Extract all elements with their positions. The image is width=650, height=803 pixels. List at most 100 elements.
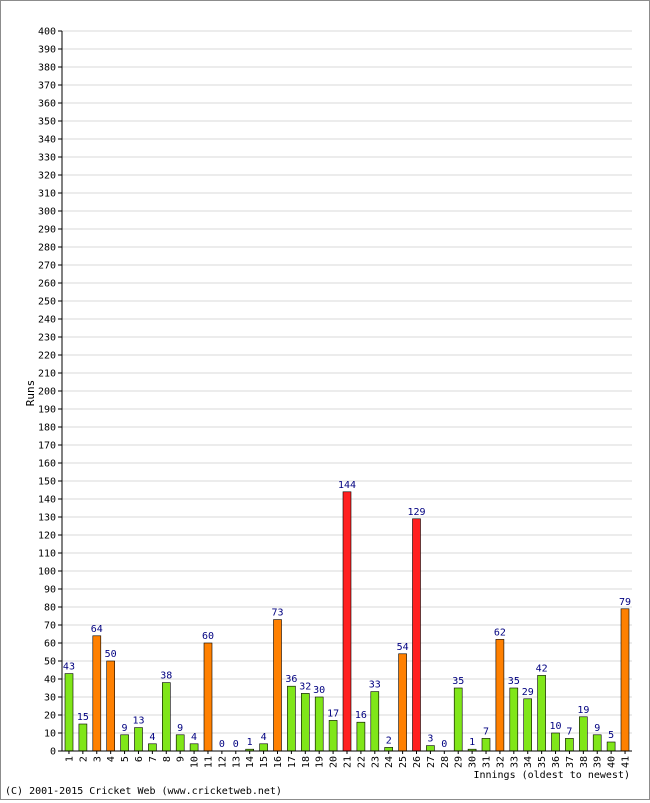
bar	[134, 727, 143, 752]
x-tick-label: 16	[273, 756, 284, 768]
data-label: 64	[91, 624, 103, 635]
data-label: 17	[327, 708, 339, 719]
copyright-text: (C) 2001-2015 Cricket Web (www.cricketwe…	[5, 786, 282, 797]
data-label: 9	[122, 723, 128, 734]
x-tick-label: 24	[384, 756, 395, 768]
bar	[328, 720, 338, 752]
y-tick-label: 390	[38, 45, 56, 56]
bar	[592, 734, 602, 752]
x-tick-label: 4	[106, 756, 117, 762]
y-tick-label: 10	[44, 729, 56, 740]
bar	[606, 741, 616, 752]
bar	[412, 518, 421, 752]
bar	[620, 608, 630, 752]
data-label: 33	[369, 680, 381, 691]
bar	[481, 738, 491, 752]
x-tick-label: 13	[231, 756, 242, 768]
y-tick-label: 350	[38, 117, 56, 128]
x-tick-label: 7	[148, 756, 159, 762]
x-tick-label: 19	[315, 756, 326, 768]
y-tick-label: 40	[44, 675, 56, 686]
data-label: 2	[386, 735, 392, 746]
data-label: 0	[219, 739, 225, 750]
data-label: 79	[619, 597, 631, 608]
axes	[61, 31, 632, 752]
bar	[64, 673, 74, 752]
bar	[120, 734, 129, 752]
x-tick-label: 41	[621, 756, 632, 768]
bar	[273, 619, 282, 752]
data-label: 60	[202, 631, 214, 642]
y-axis-ticks: 0 10 20 30 40 50 60 70 80 90 100 110 120 130 140 150 160…	[38, 27, 62, 758]
data-label: 3	[427, 734, 433, 745]
x-tick-label: 6	[134, 756, 145, 762]
bar	[565, 738, 574, 752]
data-label: 30	[313, 685, 325, 696]
bar	[551, 732, 560, 752]
y-tick-label: 160	[38, 459, 56, 470]
x-tick-label: 18	[301, 756, 312, 768]
bar	[523, 698, 533, 752]
bars	[64, 491, 630, 752]
data-label: 0	[441, 739, 447, 750]
data-label: 32	[299, 681, 311, 692]
bar	[203, 642, 213, 752]
x-tick-label: 32	[495, 756, 506, 768]
bar	[287, 685, 296, 752]
x-tick-label: 15	[259, 756, 270, 768]
y-tick-label: 270	[38, 261, 56, 272]
y-tick-label: 120	[38, 531, 56, 542]
y-tick-label: 210	[38, 369, 56, 380]
y-tick-label: 30	[44, 693, 56, 704]
bar	[426, 745, 435, 752]
bar	[78, 723, 88, 752]
data-label: 9	[594, 723, 600, 734]
y-tick-label: 230	[38, 333, 56, 344]
y-tick-label: 380	[38, 63, 56, 74]
data-label: 36	[285, 674, 297, 685]
y-tick-label: 400	[38, 27, 56, 38]
x-tick-label: 25	[398, 756, 409, 768]
y-tick-label: 290	[38, 225, 56, 236]
y-tick-label: 70	[44, 621, 56, 632]
x-tick-label: 5	[120, 756, 131, 762]
x-tick-label: 11	[204, 756, 215, 768]
data-label: 4	[149, 732, 155, 743]
bar	[342, 491, 352, 752]
x-tick-label: 10	[190, 756, 201, 768]
bar	[259, 743, 268, 752]
data-label: 15	[77, 712, 89, 723]
bar	[370, 691, 380, 752]
y-tick-label: 170	[38, 441, 56, 452]
data-label: 35	[508, 676, 520, 687]
y-tick-label: 310	[38, 189, 56, 200]
data-label: 129	[407, 507, 425, 518]
y-tick-label: 320	[38, 171, 56, 182]
bar	[384, 747, 394, 752]
y-tick-label: 340	[38, 135, 56, 146]
x-tick-label: 2	[78, 756, 89, 762]
x-tick-label: 27	[426, 756, 437, 768]
bar	[537, 675, 546, 752]
bar	[314, 696, 324, 752]
data-label: 62	[494, 627, 506, 638]
data-label: 16	[355, 710, 367, 721]
y-tick-label: 280	[38, 243, 56, 254]
data-label: 4	[261, 732, 267, 743]
y-tick-label: 250	[38, 297, 56, 308]
y-tick-label: 20	[44, 711, 56, 722]
y-tick-label: 200	[38, 387, 56, 398]
y-tick-label: 330	[38, 153, 56, 164]
bar	[495, 639, 505, 752]
data-label: 42	[536, 663, 548, 674]
x-tick-label: 12	[217, 756, 228, 768]
data-label: 13	[132, 716, 144, 727]
x-tick-label: 33	[509, 756, 520, 768]
x-tick-label: 14	[245, 756, 256, 768]
bar	[453, 687, 463, 752]
bar	[106, 660, 115, 752]
x-tick-label: 1	[65, 756, 76, 762]
data-label: 54	[397, 642, 409, 653]
